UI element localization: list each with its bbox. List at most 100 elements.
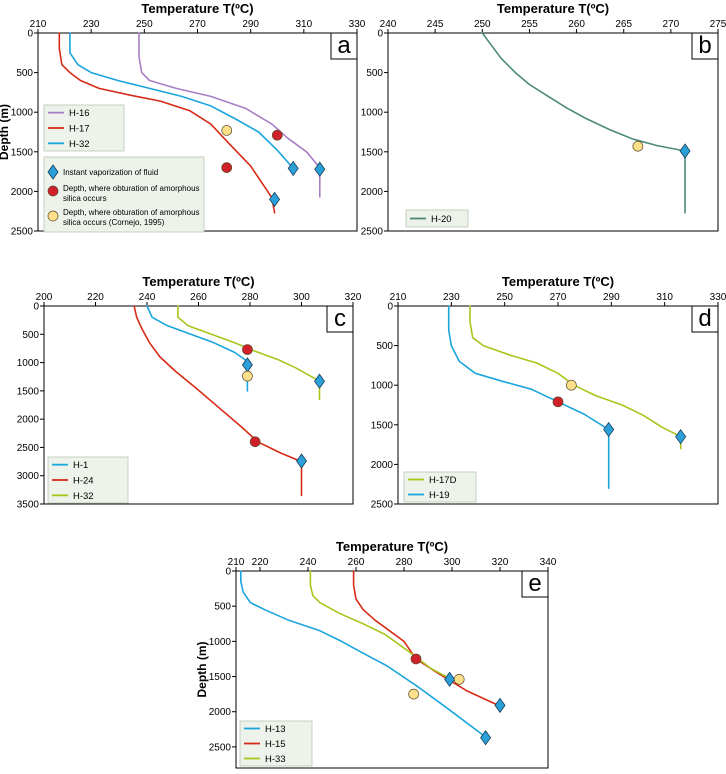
panel-d: Temperature T(ºC) 210 230 250 270 290 310 330 0 5… <box>371 274 726 511</box>
y-tick-label: 1000 <box>361 108 384 119</box>
x-tick-label: 320 <box>345 292 362 303</box>
series-line-h-17d <box>469 305 682 450</box>
y-tick-label: 500 <box>16 68 33 79</box>
vaporization-marker <box>314 161 326 177</box>
x-tick-label: 270 <box>189 19 206 30</box>
legend-entry: H-32 <box>69 139 90 150</box>
vaporization-note: Instant vaporization of fluid <box>63 168 158 177</box>
legend-entry: H-33 <box>265 754 286 765</box>
y-tick-label: 1000 <box>17 358 40 369</box>
vaporization-marker <box>314 373 326 389</box>
x-tick-label: 300 <box>293 292 310 303</box>
series-line-h-1 <box>146 305 249 392</box>
y-tick-label: 0 <box>387 302 393 313</box>
series-line-h-16 <box>138 32 321 198</box>
x-tick-label: 230 <box>83 19 100 30</box>
x-tick-label: 265 <box>615 19 632 30</box>
y-tick-label: 2500 <box>371 500 394 511</box>
x-tick-label: 245 <box>427 19 444 30</box>
x-tick-label: 310 <box>295 19 312 30</box>
x-tick-label: 300 <box>444 557 461 568</box>
x-tick-label: 290 <box>603 292 620 303</box>
x-axis-title: Temperature T(ºC) <box>336 539 448 554</box>
y-tick-label: 500 <box>366 68 383 79</box>
obturation-cornejo-marker <box>408 688 419 700</box>
y-tick-label: 2000 <box>209 707 232 718</box>
plot-frame <box>235 570 549 769</box>
panel-label: c <box>334 305 346 332</box>
legend-entry: H-15 <box>265 739 286 750</box>
obturation-marker <box>221 162 233 173</box>
series-line-h-32 <box>69 32 294 170</box>
obturation-note: silica occurs <box>63 194 107 203</box>
y-tick-label: 1500 <box>371 420 394 431</box>
legend-entry: H-32 <box>73 491 94 502</box>
x-tick-label: 240 <box>139 292 156 303</box>
x-tick-label: 340 <box>540 557 557 568</box>
symbol-legend-box <box>43 156 205 233</box>
series-line-h-15 <box>352 570 501 707</box>
panel-label-box <box>330 32 358 60</box>
y-tick-label: 0 <box>225 567 231 578</box>
y-tick-label: 0 <box>27 29 33 40</box>
series-line-h-17 <box>58 32 276 214</box>
x-tick-label: 230 <box>443 292 460 303</box>
obturation-cornejo-marker <box>632 140 644 152</box>
vaporization-icon <box>47 164 59 180</box>
x-tick-label: 280 <box>396 557 413 568</box>
y-tick-label: 1500 <box>11 147 34 158</box>
obturation-note: Depth, where obturation of amorphous <box>63 184 200 193</box>
legend-entry: H-1 <box>73 460 88 471</box>
panel-label: d <box>698 305 711 332</box>
obturation-cornejo-note: silica occurs (Cornejo, 1995) <box>63 218 165 227</box>
x-tick-label: 270 <box>550 292 567 303</box>
vaporization-marker <box>675 428 687 445</box>
vaporization-marker <box>679 143 691 159</box>
vaporization-marker <box>603 421 615 438</box>
plot-frame <box>387 32 719 232</box>
vaporization-marker <box>296 453 307 469</box>
y-tick-label: 500 <box>214 602 231 613</box>
y-tick-label: 2000 <box>17 415 40 426</box>
legend-entry: H-17 <box>69 124 90 135</box>
panel-label-box <box>521 570 549 598</box>
panel-label: e <box>528 570 541 597</box>
obturation-icon <box>47 185 59 197</box>
panel-e: Temperature T(ºC) 210 220 240 260 280 300 320 34… <box>195 539 557 769</box>
x-tick-label: 275 <box>710 19 726 30</box>
x-tick-label: 320 <box>492 557 509 568</box>
y-tick-label: 0 <box>33 302 39 313</box>
y-tick-label: 2500 <box>361 227 384 238</box>
x-tick-label: 250 <box>496 292 513 303</box>
series-line-h-19 <box>447 305 610 489</box>
y-tick-label: 1500 <box>17 386 40 397</box>
obturation-marker <box>249 436 261 448</box>
panel-label-box <box>326 305 354 333</box>
y-tick-label: 1000 <box>209 637 232 648</box>
symbol-legend: Instant vaporization of fluid Depth, wher… <box>43 156 205 233</box>
obturation-cornejo-marker <box>242 370 253 382</box>
legend-entry: H-19 <box>429 490 450 501</box>
y-tick-label: 1000 <box>11 108 34 119</box>
panel-label-box <box>691 305 719 333</box>
x-tick-label: 330 <box>710 292 726 303</box>
x-tick-label: 255 <box>521 19 538 30</box>
legend: H-1 H-24 H-32 <box>47 456 129 504</box>
x-axis-title: Temperature T(ºC) <box>142 274 254 289</box>
vaporization-marker <box>494 697 506 714</box>
x-tick-label: 210 <box>228 557 245 568</box>
panel-label-box <box>691 32 719 60</box>
vaporization-marker <box>444 671 456 688</box>
legend-box <box>405 209 469 228</box>
x-tick-label: 250 <box>136 19 153 30</box>
obturation-cornejo-marker <box>221 125 233 136</box>
obturation-cornejo-icon <box>47 210 59 222</box>
y-axis-title: Depth (m) <box>195 642 209 698</box>
x-tick-label: 220 <box>252 557 269 568</box>
y-tick-label: 3500 <box>17 500 40 511</box>
x-tick-label: 240 <box>380 19 397 30</box>
y-tick-label: 2000 <box>361 187 384 198</box>
legend-entry: H-20 <box>431 214 452 225</box>
